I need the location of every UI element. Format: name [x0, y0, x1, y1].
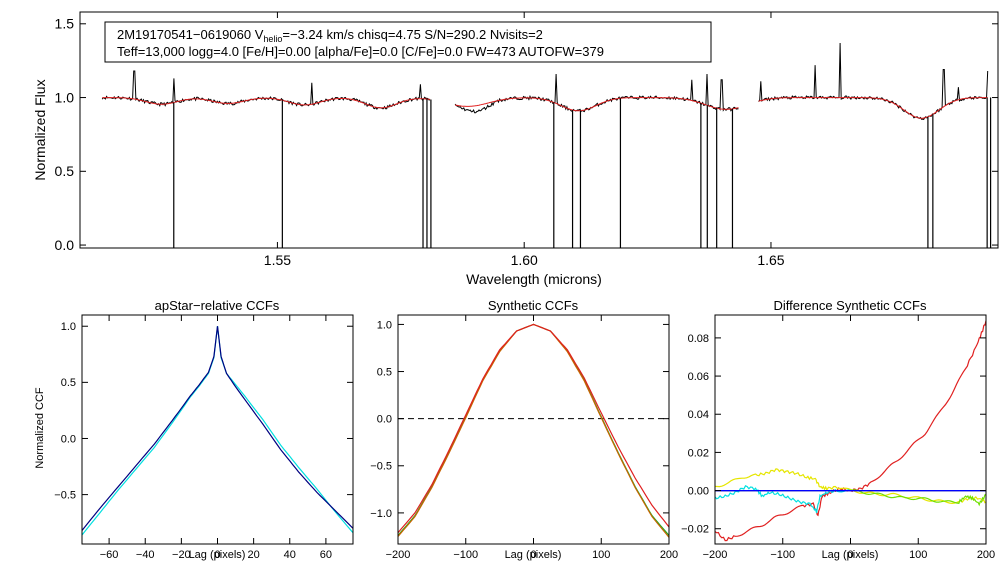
apstar-ccf-y-tick-label: −0.5 — [54, 489, 76, 501]
difference-ccf-x-tick-label: −200 — [703, 549, 728, 561]
info-line-1-start: 2M19170541−0619060 V — [117, 27, 264, 42]
synthetic-ccf-y-tick-label: −0.5 — [370, 461, 392, 473]
apstar-ccf-x-tick-label: 60 — [320, 549, 332, 561]
synthetic-ccf-y-tick-label: 1.0 — [377, 319, 392, 331]
apstar-ccf-y-axis-label: Normalized CCF — [34, 387, 46, 469]
apstar-ccf-x-axis-label: Lag (pixels) — [189, 549, 246, 561]
apstar-ccf-y-ticks: −0.5 0.0 0.5 1.0 — [54, 321, 353, 501]
spectrum-model-line — [102, 97, 431, 109]
synthetic-ccf-x-tick-label: −200 — [386, 549, 411, 561]
difference-ccf-series-red — [715, 320, 986, 542]
spectrum-plot-area — [101, 42, 992, 248]
info-box-frame — [104, 21, 712, 63]
spectrum-x-tick-label: 1.65 — [757, 252, 784, 268]
difference-ccf-y-tick-label: 0.04 — [688, 409, 709, 421]
apstar-ccf-x-ticks: −60 −40 −20 0 20 40 60 — [100, 315, 332, 561]
spectrum-info-box: 2M19170541−0619060 Vhelio=−3.24 km/s chi… — [104, 21, 712, 63]
spectrum-y-tick-label: 0.5 — [55, 163, 75, 179]
synthetic-ccf-title: Synthetic CCFs — [488, 298, 579, 313]
info-line-1-end: =−3.24 km/s chisq=4.75 S/N=290.2 Nvisits… — [282, 27, 543, 42]
difference-ccf-panel: Difference Synthetic CCFs −200 −100 0 100 20… — [681, 298, 995, 561]
difference-ccf-x-tick-label: 100 — [909, 549, 927, 561]
difference-ccf-series-lime — [850, 489, 986, 507]
difference-ccf-y-tick-label: −0.02 — [681, 524, 709, 536]
synthetic-ccf-x-tick-label: −100 — [453, 549, 478, 561]
apstar-ccf-y-tick-label: 0.0 — [61, 433, 76, 445]
spectrum-x-tick-label: 1.55 — [264, 252, 291, 268]
difference-ccf-y-tick-label: 0.08 — [688, 333, 709, 345]
apstar-ccf-x-tick-label: −20 — [172, 549, 191, 561]
apstar-ccf-x-tick-label: 0 — [214, 549, 220, 561]
difference-ccf-x-ticks: −200 −100 0 100 200 — [703, 315, 995, 561]
apstar-ccf-x-tick-label: 20 — [248, 549, 260, 561]
difference-ccf-y-ticks: −0.02 0.00 0.02 0.04 0.06 0.08 — [681, 333, 986, 536]
difference-ccf-x-tick-label: −100 — [770, 549, 795, 561]
synthetic-ccf-x-tick-label: 100 — [592, 549, 610, 561]
apstar-ccf-plot-area — [82, 326, 353, 536]
difference-ccf-plot-area — [715, 320, 986, 542]
spectrum-model-line — [455, 97, 739, 112]
difference-ccf-x-axis-label: Lag (pixels) — [822, 549, 879, 561]
synthetic-ccf-x-ticks: −200 −100 0 100 200 — [386, 315, 678, 561]
apstar-ccf-y-tick-label: 1.0 — [61, 321, 76, 333]
info-line-2: Teff=13,000 logg=4.0 [Fe/H]=0.00 [alpha/… — [117, 44, 604, 59]
synthetic-ccf-y-tick-label: −1.0 — [370, 508, 392, 520]
apstar-ccf-x-tick-label: −60 — [100, 549, 119, 561]
synthetic-ccf-series-template-C — [398, 323, 669, 534]
spectrum-x-axis-label: Wavelength (microns) — [466, 271, 602, 287]
synthetic-ccf-x-tick-label: 200 — [660, 549, 678, 561]
info-line-1: 2M19170541−0619060 Vhelio=−3.24 km/s chi… — [117, 27, 543, 44]
spectrum-x-tick-label: 1.60 — [511, 252, 538, 268]
spectrum-observed-line — [454, 73, 739, 114]
spectrum-x-ticks: 1.55 1.60 1.65 — [264, 12, 785, 268]
info-line-1-subscript: helio — [263, 34, 282, 44]
synthetic-ccf-x-axis-label: Lag (pixels) — [505, 549, 562, 561]
difference-ccf-series-cyan — [715, 485, 851, 514]
difference-ccf-y-tick-label: 0.06 — [688, 371, 709, 383]
apstar-ccf-panel: apStar−relative CCFs −60 −40 −20 0 20 40 60 −0… — [34, 298, 354, 561]
spectrum-y-axis-label: Normalized Flux — [32, 79, 48, 180]
spectrum-y-tick-label: 0.0 — [55, 237, 75, 253]
apstar-ccf-x-tick-label: 40 — [284, 549, 296, 561]
synthetic-ccf-x-tick-label: 0 — [530, 549, 536, 561]
difference-ccf-title: Difference Synthetic CCFs — [774, 298, 927, 313]
spectrum-model-line — [758, 97, 988, 119]
spectrum-plot-frame — [79, 11, 999, 249]
spectrum-y-tick-label: 1.5 — [55, 16, 75, 32]
apstar-ccf-series-visit-2 — [82, 326, 353, 531]
spectrum-panel: 1.55 1.60 1.65 0.0 0.5 1.0 1.5 Wavelength (mi… — [32, 11, 999, 287]
difference-ccf-x-tick-label: 0 — [847, 549, 853, 561]
spectrum-y-ticks: 0.0 0.5 1.0 1.5 — [55, 16, 998, 253]
synthetic-ccf-plot-area — [398, 323, 669, 538]
difference-ccf-series-yellow — [715, 468, 986, 505]
spectrum-y-tick-label: 1.0 — [55, 89, 75, 105]
apstar-ccf-title: apStar−relative CCFs — [155, 298, 280, 313]
apstar-ccf-x-tick-label: −40 — [136, 549, 155, 561]
difference-ccf-y-tick-label: 0.00 — [688, 485, 709, 497]
difference-ccf-y-tick-label: 0.02 — [688, 447, 709, 459]
synthetic-ccf-y-tick-label: 0.5 — [377, 366, 392, 378]
synthetic-ccf-y-tick-label: 0.0 — [377, 414, 392, 426]
synthetic-ccf-y-ticks: −1.0 −0.5 0.0 0.5 1.0 — [370, 319, 669, 520]
difference-ccf-x-tick-label: 200 — [977, 549, 995, 561]
synthetic-ccf-panel: Synthetic CCFs −200 −100 0 100 200 −1.0 −0.5 0… — [370, 298, 678, 561]
apstar-ccf-y-tick-label: 0.5 — [61, 377, 76, 389]
